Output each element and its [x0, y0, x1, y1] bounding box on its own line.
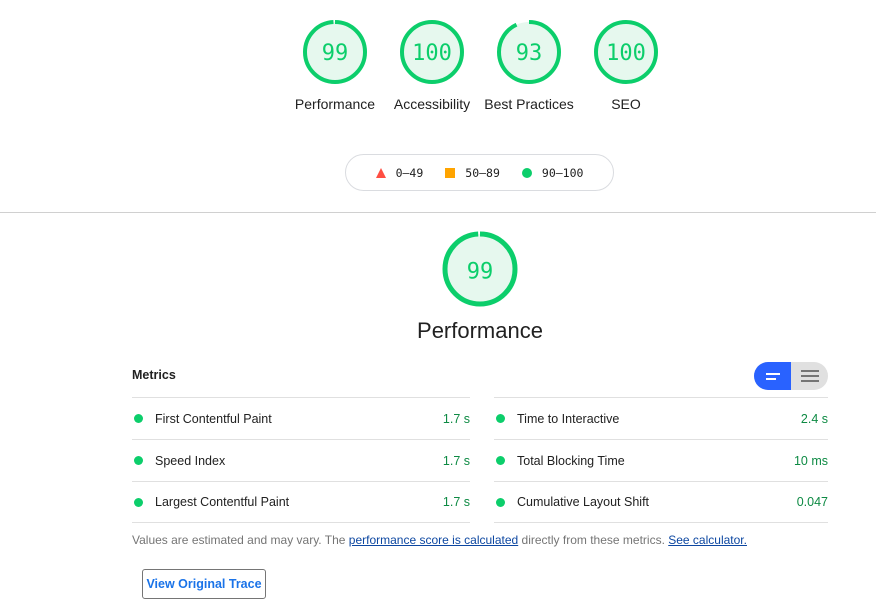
metric-value: 1.7 s: [442, 495, 470, 509]
gauge-background: [445, 234, 515, 304]
gauge-label: Best Practices: [484, 96, 574, 112]
gauge-performance[interactable]: 99 Performance: [285, 18, 385, 116]
pass-circle-icon: [496, 414, 505, 423]
view-original-trace-button[interactable]: View Original Trace: [142, 569, 266, 599]
square-icon: [445, 167, 456, 178]
metric-name: Cumulative Layout Shift: [517, 495, 650, 509]
gauge-label: Accessibility: [393, 96, 471, 112]
gauge-score: 100: [606, 41, 646, 66]
metric-name: Time to Interactive: [517, 411, 620, 426]
metric-row: Cumulative Layout Shift 0.047: [494, 481, 828, 523]
performance-main-gauge: 99: [442, 231, 518, 307]
gauge-score: 99: [467, 259, 494, 284]
gauge-arc: [594, 20, 658, 84]
metric-value: 2.4 s: [800, 411, 828, 426]
legend-range: 90–100: [541, 165, 584, 180]
gauge-background: [305, 22, 365, 82]
metric-value: 1.7 s: [442, 411, 470, 426]
metrics-view-toggle[interactable]: [754, 362, 828, 390]
metric-name: Largest Contentful Paint: [155, 495, 290, 509]
gauge-background: [402, 22, 462, 82]
metrics-disclaimer: Values are estimated and may vary. The p…: [132, 533, 747, 547]
legend-average: 50–89: [445, 166, 500, 180]
gauge-score: 93: [516, 41, 543, 66]
legend-pass: 90–100: [521, 165, 584, 180]
metric-name: Total Blocking Time: [517, 453, 625, 468]
gauge-best-practices[interactable]: 93 Best Practices: [479, 18, 579, 116]
metrics-left-column: First Contentful Paint 1.7 s Speed Index 1…: [132, 397, 470, 523]
gauge-arc: [442, 231, 518, 307]
note-text: directly from these metrics.: [518, 533, 669, 547]
metrics-right-column: Time to Interactive 2.4 s Total Blocking …: [494, 397, 828, 523]
gauge-accessibility[interactable]: 100 Accessibility: [382, 18, 482, 116]
gauge-label: SEO: [611, 96, 641, 112]
triangle-icon: [375, 167, 386, 178]
pass-circle-icon: [134, 497, 143, 507]
metric-row: Largest Contentful Paint 1.7 s: [132, 481, 470, 523]
gauge-score: 99: [322, 41, 349, 66]
metrics-heading: Metrics: [132, 368, 176, 382]
metric-value: 0.047: [796, 495, 828, 509]
gauge-arc: [400, 20, 464, 84]
gauge-arc: [303, 20, 367, 84]
pass-circle-icon: [496, 456, 505, 465]
gauge-score: 100: [412, 41, 452, 66]
category-title: Performance: [417, 318, 543, 343]
gauge-label: Performance: [294, 96, 376, 112]
metric-row: First Contentful Paint 1.7 s: [132, 397, 470, 439]
metric-row: Total Blocking Time 10 ms: [494, 439, 828, 481]
gauge-background: [499, 22, 559, 82]
gauge-ring: 100: [594, 20, 658, 84]
gauge-seo[interactable]: 100 SEO: [576, 18, 676, 116]
gauge-ring: 93: [497, 20, 561, 84]
pass-circle-icon: [134, 414, 143, 423]
metric-row: Speed Index 1.7 s: [132, 439, 470, 481]
legend-fail: 0–49: [375, 165, 424, 180]
metric-value: 1.7 s: [442, 453, 470, 468]
metric-name: Speed Index: [155, 453, 226, 468]
detailed-view-button[interactable]: [791, 362, 828, 390]
note-text: Values are estimated and may vary. The: [132, 533, 349, 547]
pass-circle-icon: [134, 456, 143, 465]
legend-range: 0–49: [395, 165, 424, 180]
legend-range: 50–89: [465, 165, 500, 180]
pass-circle-icon: [496, 497, 505, 507]
circle-icon: [521, 167, 532, 178]
metric-name: First Contentful Paint: [155, 411, 272, 426]
divider: [0, 212, 876, 213]
metric-row: Time to Interactive 2.4 s: [494, 397, 828, 439]
gauge-background: [596, 22, 656, 82]
gauge-arc: [497, 20, 561, 84]
score-legend: 0–49 50–89 90–100: [345, 154, 614, 191]
score-calculation-link[interactable]: performance score is calculated: [348, 533, 519, 547]
summary-view-button[interactable]: [754, 362, 791, 390]
gauge-ring: 100: [400, 20, 464, 84]
see-calculator-link[interactable]: See calculator.: [668, 533, 747, 547]
gauge-ring: 99: [303, 20, 367, 84]
metric-value: 10 ms: [793, 453, 828, 468]
